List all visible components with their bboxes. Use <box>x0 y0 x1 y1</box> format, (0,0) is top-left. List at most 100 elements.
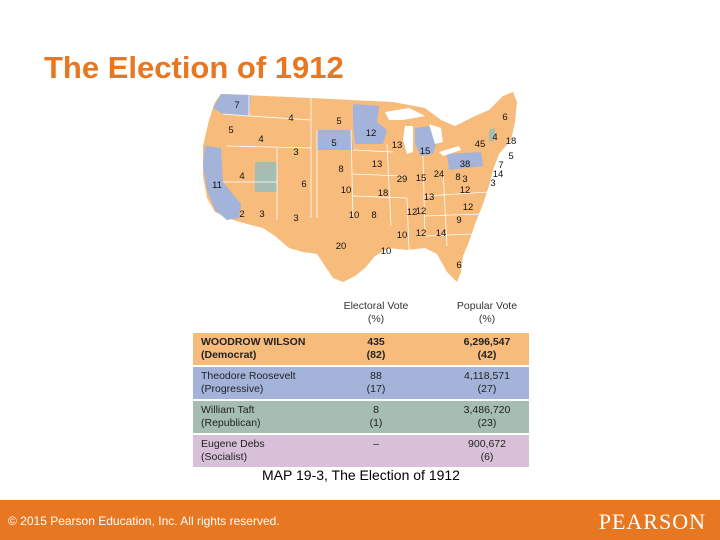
electoral-votes: – <box>373 438 379 450</box>
lake-erie <box>439 146 461 156</box>
vote-label: 11 <box>212 180 222 191</box>
electoral-vote-header: Electoral Vote (%) <box>343 300 409 325</box>
vote-label: 5 <box>336 116 341 127</box>
popular-votes: 4,118,571 <box>464 370 510 382</box>
vote-label: 12 <box>416 228 427 239</box>
popular-votes: 3,486,720 <box>463 404 511 416</box>
popular-votes: 6,296,547 <box>463 336 511 348</box>
candidate-row-roosevelt: Theodore Roosevelt (Progressive) 88 (17) 4… <box>193 367 529 399</box>
vote-label: 6 <box>301 179 306 190</box>
minnesota-state <box>353 104 387 144</box>
vermont-state <box>489 128 495 142</box>
electoral-votes: 88 <box>370 370 382 382</box>
vote-label: 2 <box>239 209 244 220</box>
popular-percent: (27) <box>477 383 497 395</box>
election-map: 7 4 5 12 5 4 3 5 13 15 45 38 6 4 18 5 7 … <box>193 86 533 294</box>
map-caption: MAP 19-3, The Election of 1912 <box>262 467 460 483</box>
candidate-row-taft: William Taft (Republican) 8 (1) 3,486,720(… <box>193 401 529 433</box>
vote-label: 12 <box>416 206 427 217</box>
candidate-row-wilson: WOODROW WILSON (Democrat) 435 (82) 6,296,5… <box>193 333 529 365</box>
vote-label: 3 <box>259 209 264 220</box>
vote-label: 14 <box>436 228 447 239</box>
vote-label: 13 <box>424 192 435 203</box>
vote-label: 14 <box>493 169 504 180</box>
candidate-name: WOODROW WILSON <box>201 336 306 348</box>
lake-huron <box>429 124 443 144</box>
vote-label: 18 <box>378 188 389 199</box>
candidate-party: (Progressive) <box>201 383 264 395</box>
vote-label: 10 <box>397 230 408 241</box>
vote-label: 3 <box>293 147 298 158</box>
electoral-percent: (82) <box>366 349 386 361</box>
us-map-svg: 7 4 5 12 5 4 3 5 13 15 45 38 6 4 18 5 7 … <box>203 92 517 282</box>
candidate-party: (Democrat) <box>201 349 257 361</box>
candidate-row-debs: Eugene Debs (Socialist) – 900,672 (6) <box>193 435 529 467</box>
vote-label: 20 <box>336 241 347 252</box>
vote-label: 45 <box>475 139 486 150</box>
vote-label: 4 <box>258 134 263 145</box>
vote-label: 8 <box>338 164 343 175</box>
electoral-votes: 435 <box>367 336 385 348</box>
vote-label: 15 <box>420 146 431 157</box>
vote-label: 7 <box>234 100 239 111</box>
vote-label: 10 <box>349 210 360 221</box>
vote-label: 10 <box>341 185 352 196</box>
vote-label: 7 <box>498 160 503 171</box>
electoral-percent: (1) <box>369 417 383 429</box>
vote-label: 5 <box>228 125 233 136</box>
popular-votes: 900,672 <box>468 438 506 450</box>
utah-state <box>255 162 277 192</box>
vote-label: 9 <box>456 215 461 226</box>
vote-label: 4 <box>492 132 497 143</box>
footer-bar: © 2015 Pearson Education, Inc. All right… <box>0 500 720 540</box>
vote-label: 12 <box>463 202 474 213</box>
vote-label: 5 <box>331 138 336 149</box>
vote-label: 38 <box>460 159 471 170</box>
electoral-votes: 8 <box>373 404 379 416</box>
vote-label: 5 <box>508 151 513 162</box>
candidate-party: (Republican) <box>201 417 261 429</box>
pearson-logo: PEARSON <box>598 509 706 534</box>
pennsylvania-state <box>447 152 483 170</box>
vote-label: 8 <box>455 172 460 183</box>
vote-label: 10 <box>381 246 392 257</box>
washington-state <box>213 94 251 116</box>
results-table: Electoral Vote (%) Popular Vote (%) WOOD… <box>193 300 529 469</box>
vote-label: 29 <box>397 174 408 185</box>
copyright-text: © 2015 Pearson Education, Inc. All right… <box>8 514 280 528</box>
candidate-name: Theodore Roosevelt <box>201 370 296 382</box>
vote-label: 6 <box>456 260 461 271</box>
vote-label: 13 <box>392 140 403 151</box>
lake-superior <box>385 108 425 120</box>
vote-label: 3 <box>490 178 495 189</box>
state-vote-labels: 7 4 5 12 5 4 3 5 13 15 45 38 6 4 18 5 7 … <box>212 100 516 271</box>
popular-percent: (6) <box>480 451 494 463</box>
vote-label: 3 <box>462 174 467 185</box>
vote-label: 15 <box>416 173 427 184</box>
vote-label: 8 <box>371 210 376 221</box>
california-state <box>203 146 241 220</box>
vote-label: 3 <box>293 213 298 224</box>
electoral-percent: (17) <box>366 383 386 395</box>
vote-label: 13 <box>372 159 383 170</box>
popular-percent: (42) <box>477 349 497 361</box>
south-dakota-state <box>317 130 353 150</box>
vote-label: 12 <box>460 185 471 196</box>
candidate-name: Eugene Debs <box>201 438 265 450</box>
popular-vote-header: Popular Vote (%) <box>456 300 518 325</box>
vote-label: 4 <box>288 113 293 124</box>
vote-label: 24 <box>434 169 445 180</box>
candidate-name: William Taft <box>201 404 255 416</box>
slide-title: The Election of 1912 <box>44 50 344 85</box>
michigan-state <box>415 126 437 156</box>
lake-michigan <box>403 126 413 154</box>
table-header: Electoral Vote (%) Popular Vote (%) <box>193 300 529 333</box>
popular-percent: (23) <box>477 417 497 429</box>
vote-label: 12 <box>366 128 377 139</box>
vote-label: 18 <box>506 136 517 147</box>
vote-label: 12 <box>407 207 418 218</box>
candidate-party: (Socialist) <box>201 451 248 463</box>
vote-label: 6 <box>502 112 507 123</box>
state-borders <box>222 95 490 251</box>
vote-label: 4 <box>239 171 244 182</box>
